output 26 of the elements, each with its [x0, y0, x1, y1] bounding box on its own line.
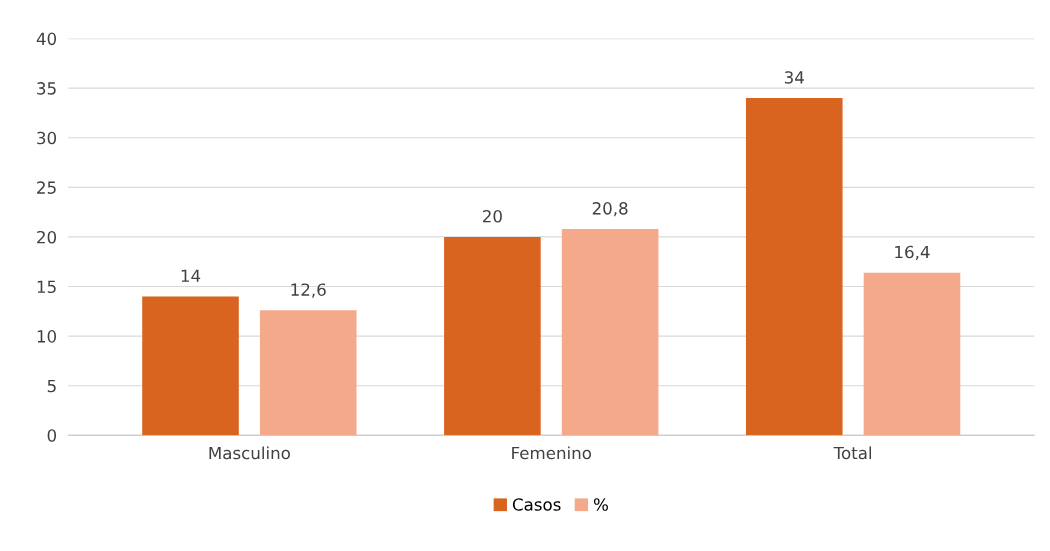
y-tick-label: 30	[37, 131, 57, 145]
data-label: 14	[181, 269, 201, 282]
data-label: 20	[483, 209, 502, 223]
x-tick-label: Femenino	[512, 446, 592, 460]
legend-label: %	[593, 498, 608, 511]
bar	[142, 296, 239, 436]
bar	[444, 236, 541, 436]
y-tick-label: 5	[47, 379, 56, 393]
x-tick-label: Masculino	[209, 446, 290, 460]
y-tick-label: 40	[36, 32, 57, 46]
y-tick-label: 10	[37, 330, 57, 343]
data-label: 20,8	[592, 202, 628, 217]
y-tick-label: 25	[37, 181, 56, 194]
bar	[745, 98, 843, 436]
bar	[259, 310, 357, 436]
y-tick-label: 0	[47, 429, 57, 442]
y-tick-label: 20	[37, 230, 57, 244]
y-tick-label: 35	[37, 82, 56, 95]
data-label: 34	[784, 71, 804, 84]
bar	[561, 229, 659, 436]
data-label: 16,4	[895, 245, 930, 260]
y-tick-label: 15	[37, 280, 56, 294]
bar	[863, 272, 961, 436]
data-label: 12,6	[291, 283, 326, 298]
x-tick-label: Total	[833, 446, 872, 460]
legend-label: Casos	[512, 498, 561, 511]
